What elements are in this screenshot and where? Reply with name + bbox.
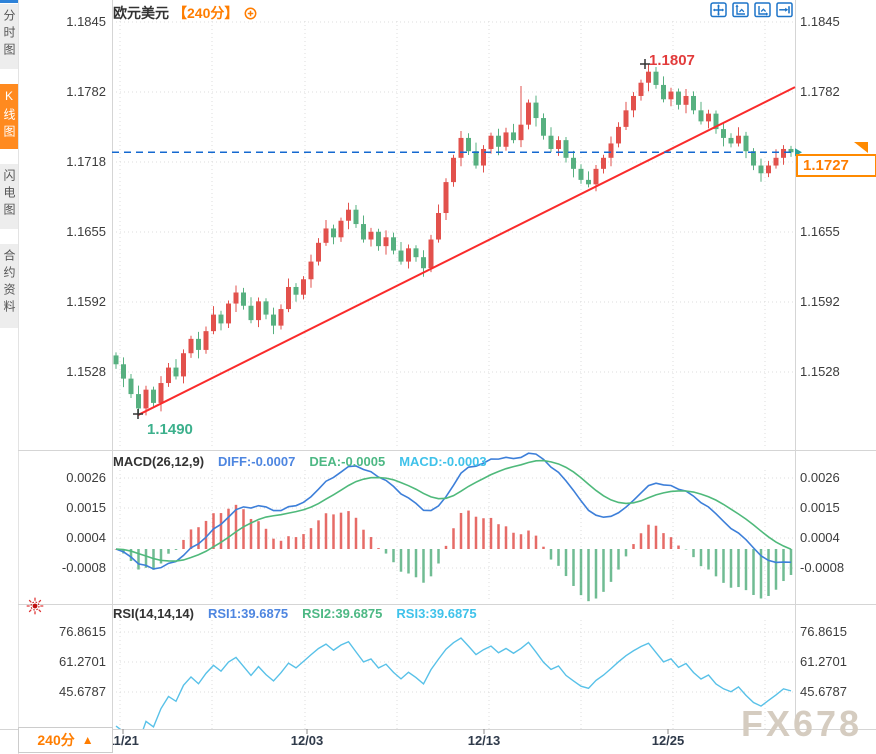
sidebar-tab-contract-info[interactable]: 合约资料 — [0, 244, 18, 328]
sidebar: 分时图 K线图闪电图合约资料 — [0, 0, 19, 754]
low-price-annotation: 1.1490 — [147, 421, 193, 438]
axis-label: 61.2701 — [800, 654, 847, 669]
circle-plus-icon[interactable] — [244, 7, 257, 20]
axis-label: 0.0015 — [66, 500, 106, 515]
axis-label: 1.1718 — [66, 154, 106, 169]
axis-label: 1.1528 — [66, 364, 106, 379]
macd-value-1: DIFF:-0.0007 — [218, 454, 296, 469]
axis-label: 0.0004 — [66, 530, 106, 545]
high-price-annotation: 1.1807 — [649, 52, 695, 69]
symbol-title: 欧元美元 — [113, 5, 169, 21]
rsi-title: RSI(14,14,14) — [113, 606, 194, 621]
rsi-value-3: RSI3:39.6875 — [396, 606, 477, 621]
price-flag-icon — [854, 142, 868, 153]
macd-panel — [114, 452, 793, 602]
axis-label: 76.8615 — [800, 624, 847, 639]
interval-label[interactable]: 【240分】 — [173, 5, 239, 21]
scale-y-axis-icon[interactable] — [732, 2, 749, 18]
extreme-cross-marker — [133, 408, 143, 419]
rsi-line — [115, 637, 792, 729]
timeframe-selector[interactable]: 240分 ▲ — [18, 727, 113, 753]
axis-label: 1.1782 — [800, 84, 840, 99]
axis-label: 1.1655 — [66, 224, 106, 239]
axis-label: 0.0026 — [66, 470, 106, 485]
axis-label: 0.0015 — [800, 500, 840, 515]
watermark: FX678 — [741, 703, 863, 744]
axis-label: 1.1845 — [66, 14, 106, 29]
rsi-value-2: RSI2:39.6875 — [302, 606, 383, 621]
axis-label: 1.1655 — [800, 224, 840, 239]
scale-x-axis-icon[interactable] — [754, 2, 771, 18]
rsi-panel — [115, 637, 792, 729]
extreme-cross-marker — [640, 58, 650, 69]
candlestick-series — [113, 63, 794, 416]
panel-borders — [0, 0, 876, 734]
rsi-value-1: RSI1:39.6875 — [207, 606, 289, 621]
current-price-tag: 1.1727 — [796, 154, 876, 177]
pan-right-icon[interactable] — [776, 2, 793, 18]
alert-sun-icon[interactable] — [26, 597, 44, 615]
chart-toolbar — [710, 2, 793, 18]
macd-value-2: DEA:-0.0005 — [309, 454, 386, 469]
axis-label: 76.8615 — [59, 624, 106, 639]
sidebar-accent-bar — [0, 0, 18, 3]
axis-label: 0.0004 — [800, 530, 840, 545]
gridlines — [112, 21, 795, 729]
trendline — [137, 86, 796, 416]
date-axis-label: 12/03 — [290, 733, 324, 748]
axis-label: 1.1845 — [800, 14, 840, 29]
axis-label: -0.0008 — [61, 560, 106, 575]
axis-label: 1.1782 — [66, 84, 106, 99]
axis-label: 0.0026 — [800, 470, 840, 485]
rsi-header: RSI(14,14,14) RSI1:39.6875 RSI2:39.6875 RS… — [113, 606, 477, 621]
sidebar-tab-time-chart[interactable]: 分时图 — [0, 4, 18, 69]
current-price-value: 1.1727 — [803, 157, 849, 174]
macd-value-3: MACD:-0.0003 — [399, 454, 487, 469]
macd-diff-line — [115, 452, 792, 570]
macd-title: MACD(26,12,9) — [113, 454, 205, 469]
date-axis-label: 11/21 — [107, 733, 139, 748]
up-triangle-icon: ▲ — [81, 733, 94, 747]
date-axis-label: 12/13 — [467, 733, 501, 748]
timeframe-label: 240分 — [37, 732, 75, 748]
move-crosshair-icon[interactable] — [710, 2, 727, 18]
axis-label: 45.6787 — [59, 684, 106, 699]
axis-label: 1.1528 — [800, 364, 840, 379]
axis-label: 45.6787 — [800, 684, 847, 699]
macd-header: MACD(26,12,9) DIFF:-0.0007 DEA:-0.0005 MAC… — [113, 454, 487, 469]
axis-label: 61.2701 — [59, 654, 106, 669]
sidebar-tab-flash-chart[interactable]: 闪电图 — [0, 164, 18, 229]
sidebar-tab-kline-chart[interactable]: K线图 — [0, 84, 18, 149]
macd-dea-line — [115, 459, 792, 562]
chart-header: 欧元美元 【240分】 — [113, 3, 257, 23]
axis-label: 1.1592 — [66, 294, 106, 309]
date-axis-label: 12/25 — [651, 733, 685, 748]
axis-label: 1.1592 — [800, 294, 840, 309]
axis-label: -0.0008 — [800, 560, 845, 575]
